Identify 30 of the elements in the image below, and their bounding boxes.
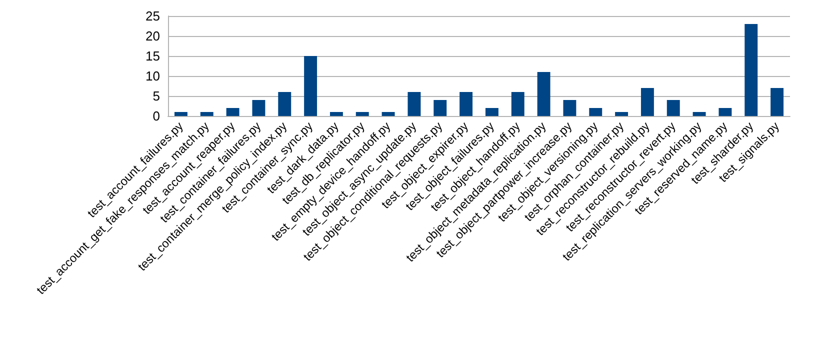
y-tick-label: 5 bbox=[152, 88, 160, 104]
bar bbox=[252, 100, 266, 116]
bar bbox=[563, 100, 576, 116]
bar bbox=[200, 112, 214, 116]
bar bbox=[692, 112, 706, 116]
bar bbox=[537, 72, 550, 116]
bar bbox=[589, 108, 602, 116]
bar bbox=[304, 56, 318, 116]
bar bbox=[718, 108, 732, 116]
bar bbox=[382, 112, 395, 116]
bar bbox=[666, 100, 680, 116]
bar bbox=[615, 112, 628, 116]
y-tick-label: 15 bbox=[146, 48, 160, 64]
bar bbox=[408, 92, 421, 116]
bar bbox=[640, 88, 654, 116]
bar bbox=[356, 112, 369, 116]
bar bbox=[485, 108, 498, 116]
bar bbox=[278, 92, 292, 116]
bar bbox=[460, 92, 473, 116]
bar bbox=[434, 100, 447, 116]
y-tick-label: 20 bbox=[146, 28, 160, 44]
y-tick-label: 25 bbox=[146, 8, 160, 24]
y-tick-label: 0 bbox=[152, 108, 160, 124]
y-tick-label: 10 bbox=[146, 68, 160, 84]
bar bbox=[330, 112, 343, 116]
bar bbox=[226, 108, 240, 116]
bar bbox=[174, 112, 188, 116]
bar bbox=[744, 24, 758, 116]
bar bbox=[511, 92, 524, 116]
bar bbox=[770, 88, 784, 116]
